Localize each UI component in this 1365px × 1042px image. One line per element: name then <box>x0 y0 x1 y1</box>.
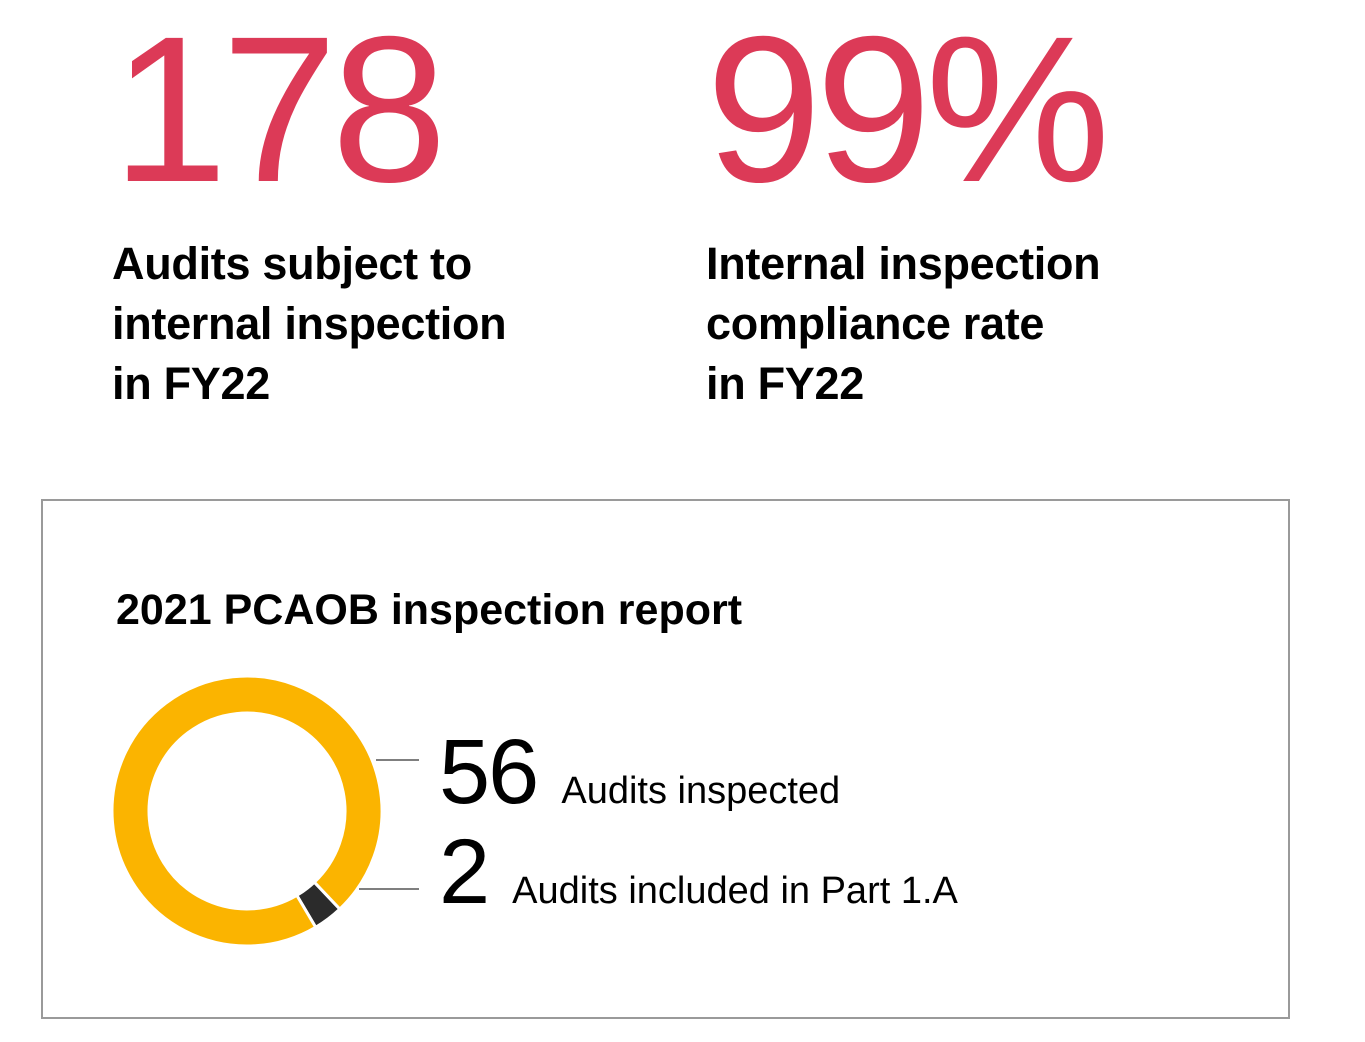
stat-audits-subject: 178 Audits subject to internal inspectio… <box>112 0 507 414</box>
stat-caption-line: in FY22 <box>706 358 864 409</box>
legend-audits-part-1a: 2 Audits included in Part 1.A <box>439 826 958 918</box>
legend-audits-inspected: 56 Audits inspected <box>439 726 840 818</box>
donut-slice-other <box>111 675 384 948</box>
stat-caption-line: compliance rate <box>706 298 1045 349</box>
donut-chart <box>111 675 419 948</box>
legend-value: 2 <box>439 821 490 923</box>
stat-caption: Audits subject to internal inspection in… <box>112 234 507 414</box>
legend-label: Audits inspected <box>561 770 841 812</box>
stat-value: 99% <box>706 0 1110 226</box>
report-title: 2021 PCAOB inspection report <box>116 586 743 634</box>
stat-caption-line: Internal inspection <box>706 238 1101 289</box>
stat-value: 178 <box>112 0 447 226</box>
stat-caption: Internal inspection compliance rate in F… <box>706 234 1104 414</box>
legend-value: 56 <box>439 721 539 823</box>
stat-caption-line: Audits subject to <box>112 238 472 289</box>
stat-caption-line: internal inspection <box>112 298 507 349</box>
stat-compliance-rate: 99% Internal inspection compliance rate … <box>706 0 1110 414</box>
pcaob-report-panel: 2021 PCAOB inspection report 56 Audits in… <box>41 499 1290 1019</box>
stat-caption-line: in FY22 <box>112 358 270 409</box>
legend-label: Audits included in Part 1.A <box>512 870 958 912</box>
